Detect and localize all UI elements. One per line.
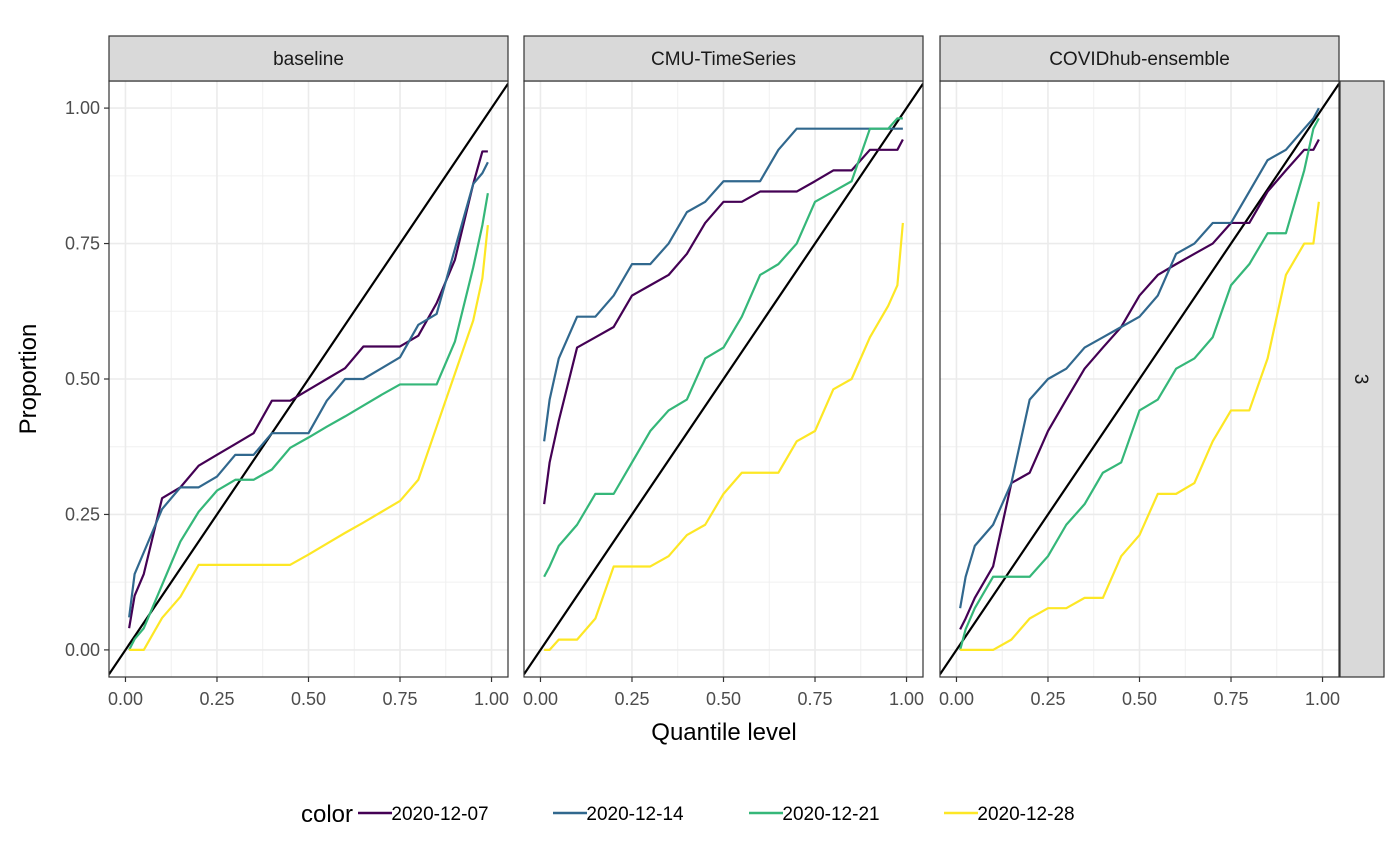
x-tick-label: 0.25 — [199, 689, 234, 709]
y-tick-label: 1.00 — [65, 98, 100, 118]
series-line-2020-12-28 — [544, 222, 904, 652]
x-axis-title: Quantile level — [651, 719, 796, 746]
panels-layer: baseline 0.00 0.25 0.50 0.75 1.00 0.00 0.25 0.50… — [65, 35, 1340, 709]
series-line-2020-12-21 — [543, 117, 903, 578]
y-axis-title: Proportion — [15, 324, 42, 435]
x-tick-label: 0.25 — [1030, 689, 1065, 709]
x-tick-label: 0.25 — [614, 689, 649, 709]
row-strip-label: 3 — [1350, 374, 1371, 385]
series-line-2020-12-07 — [959, 139, 1320, 630]
x-tick-label: 0.00 — [523, 689, 558, 709]
x-tick-label: 0.50 — [1122, 689, 1157, 709]
x-tick-label: 1.00 — [474, 689, 509, 709]
x-tick-label: 0.50 — [291, 689, 326, 709]
series-line-2020-12-14 — [543, 127, 903, 442]
x-tick-label: 0.75 — [382, 689, 417, 709]
panel-strip-label: CMU-TimeSeries — [651, 49, 796, 70]
reference-line-identity — [109, 83, 508, 675]
legend-label: 2020-12-21 — [782, 804, 879, 825]
row-strip: 3 — [1339, 80, 1385, 678]
y-tick-label: 0.00 — [65, 640, 100, 660]
x-tick-label: 0.75 — [1213, 689, 1248, 709]
y-tick-label: 0.50 — [65, 369, 100, 389]
panel-strip — [523, 35, 924, 82]
series-line-2020-12-28 — [129, 225, 489, 652]
panel-strip-label: baseline — [273, 49, 344, 70]
legend-item-2020-12-07: 2020-12-07 — [358, 804, 489, 825]
legend-item-2020-12-21: 2020-12-21 — [749, 804, 880, 825]
series-line-2020-12-21 — [128, 192, 489, 651]
series-line-2020-12-14 — [959, 107, 1320, 609]
legend-item-2020-12-28: 2020-12-28 — [944, 804, 1075, 825]
panel-strip — [108, 35, 509, 82]
x-tick-label: 1.00 — [1305, 689, 1340, 709]
legend: color 2020-12-07 2020-12-14 2020-12-21 2020… — [301, 801, 1075, 828]
legend-item-2020-12-14: 2020-12-14 — [553, 804, 684, 825]
x-tick-label: 0.00 — [108, 689, 143, 709]
reference-line-identity — [524, 83, 923, 675]
y-tick-label: 0.75 — [65, 234, 100, 254]
row-strip-box — [1339, 80, 1385, 678]
series-line-2020-12-28 — [960, 201, 1320, 652]
series-line-2020-12-14 — [128, 161, 489, 618]
panel-strip-label: COVIDhub-ensemble — [1049, 49, 1230, 70]
legend-title: color — [301, 801, 353, 828]
legend-label: 2020-12-14 — [586, 804, 684, 825]
x-tick-label: 0.00 — [939, 689, 974, 709]
x-tick-label: 0.75 — [797, 689, 832, 709]
x-tick-label: 0.50 — [706, 689, 741, 709]
series-line-2020-12-21 — [959, 117, 1320, 651]
y-tick-label: 0.25 — [65, 504, 100, 524]
legend-label: 2020-12-28 — [977, 804, 1074, 825]
panel-baseline: baseline 0.00 0.25 0.50 0.75 1.00 0.00 0.25 0.50… — [65, 35, 509, 709]
x-tick-label: 1.00 — [889, 689, 924, 709]
panel-covidhub-ensemble: COVIDhub-ensemble 0.00 0.25 0.50 0.75 1.00 — [939, 35, 1340, 709]
panel-cmu-timeseries: CMU-TimeSeries 0.00 0.25 0.50 0.75 1.00 — [523, 35, 924, 709]
legend-label: 2020-12-07 — [391, 804, 488, 825]
panel-strip — [939, 35, 1340, 82]
